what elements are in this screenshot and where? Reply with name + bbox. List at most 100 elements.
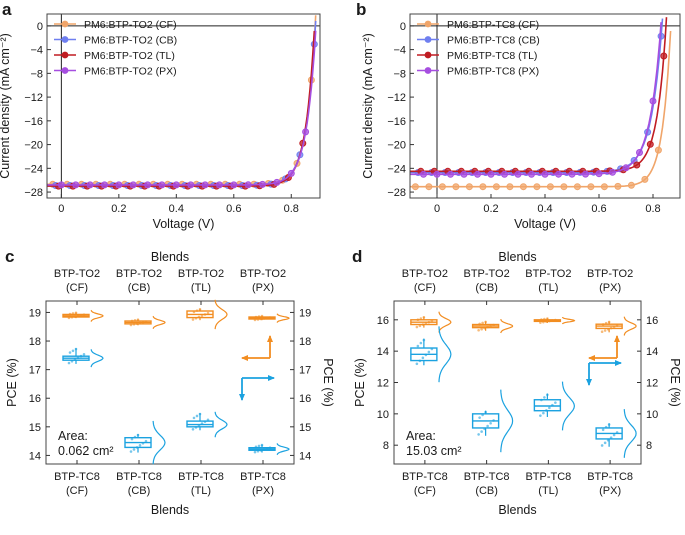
bottom-category-label: BTP-TC8: [587, 471, 633, 483]
data-point: [543, 317, 546, 321]
data-point: [195, 414, 199, 418]
data-point: [646, 140, 654, 148]
distribution-curve: [152, 420, 166, 465]
legend-entry-px: PM6:BTP-TO2 (PX): [84, 66, 177, 78]
data-point: [542, 320, 545, 324]
y-tick-label-left: 19: [29, 307, 41, 319]
data-point: [474, 170, 481, 178]
data-point: [79, 354, 83, 358]
data-point: [447, 170, 454, 178]
data-point: [195, 309, 199, 312]
legend-entry-tl: PM6:BTP-TO2 (TL): [84, 50, 175, 62]
data-point: [568, 170, 576, 178]
data-point: [136, 318, 140, 321]
data-point: [609, 436, 613, 439]
data-point: [198, 308, 202, 311]
bottom-category-sublabel: (CF): [414, 485, 436, 497]
y-tick-label: −28: [387, 187, 406, 199]
data-point: [144, 181, 152, 189]
data-point: [465, 183, 473, 191]
top-category-sublabel: (TL): [538, 282, 558, 294]
distribution-curve: [152, 315, 166, 330]
y-tick-label: −4: [393, 45, 406, 57]
data-point: [430, 319, 434, 323]
data-point: [194, 426, 198, 429]
panel-label-b: b: [356, 0, 366, 19]
data-point: [268, 316, 272, 319]
data-point: [421, 323, 425, 326]
data-point: [546, 317, 549, 320]
data-point: [452, 183, 460, 191]
y-tick-label: −8: [393, 68, 406, 80]
plot-frame: [45, 300, 295, 465]
data-point: [542, 411, 545, 415]
data-point: [273, 178, 281, 186]
data-point: [197, 315, 201, 319]
data-point: [554, 401, 557, 404]
data-point: [548, 319, 551, 323]
bottom-category-label: BTP-TC8: [54, 471, 100, 483]
top-category-label: BTP-TO2: [525, 268, 571, 280]
data-point: [433, 170, 441, 178]
data-point: [79, 313, 83, 317]
y-tick-label: 0: [400, 21, 406, 33]
x-tick-label: 0: [434, 203, 440, 215]
data-point: [172, 181, 180, 189]
data-point: [302, 128, 310, 136]
data-point: [657, 32, 665, 40]
top-category-sublabel: (CB): [475, 282, 498, 294]
data-point: [70, 315, 74, 319]
y-tick-label-left: 16: [377, 315, 389, 327]
data-point: [130, 437, 134, 441]
distribution-curve: [276, 313, 290, 323]
data-point: [135, 446, 139, 449]
x-axis-label: Voltage (V): [153, 217, 215, 231]
data-point: [614, 182, 622, 190]
data-point: [627, 181, 635, 189]
data-point: [492, 323, 495, 327]
x-tick-label: 0.2: [111, 203, 126, 215]
data-point: [540, 398, 543, 402]
data-point: [595, 170, 603, 178]
data-point: [600, 444, 604, 447]
data-point: [67, 361, 71, 365]
bottom-category-label: BTP-TC8: [402, 471, 448, 483]
data-point: [268, 446, 272, 449]
data-point: [141, 441, 145, 445]
bottom-category-sublabel: (PX): [599, 485, 621, 497]
y-tick-label-left: 12: [377, 378, 389, 390]
box-iqr: [533, 399, 562, 412]
data-point: [604, 321, 608, 325]
data-point: [203, 313, 207, 316]
data-point: [477, 433, 480, 436]
y-tick-label-right: 19: [299, 307, 311, 319]
y-tick-label: −24: [24, 163, 43, 175]
y-tick-label-right: 10: [646, 409, 658, 421]
data-point: [86, 181, 94, 189]
data-point: [259, 180, 266, 188]
data-point: [545, 320, 548, 323]
data-point: [136, 433, 140, 437]
data-point: [641, 175, 649, 183]
legend-entry-cb: PM6:BTP-TC8 (CB): [447, 35, 540, 47]
legend-swatch-marker: [424, 67, 432, 74]
y-tick-label-left: 16: [29, 393, 41, 405]
data-point: [262, 317, 266, 320]
data-point: [260, 314, 264, 318]
top-category-label: BTP-TO2: [402, 268, 448, 280]
data-point: [101, 181, 108, 189]
data-point: [612, 433, 616, 437]
data-point: [419, 317, 423, 320]
data-point: [215, 181, 223, 189]
data-point: [633, 161, 641, 169]
top-category-sublabel: (CF): [414, 282, 436, 294]
bottom-category-label: BTP-TC8: [116, 471, 162, 483]
data-point: [254, 315, 258, 319]
data-point: [203, 420, 207, 423]
y-tick-label-left: 18: [29, 336, 41, 348]
data-point: [141, 321, 145, 324]
data-point: [415, 325, 419, 329]
x-axis-label: Voltage (V): [514, 217, 576, 231]
data-point: [138, 321, 142, 325]
data-point: [546, 183, 554, 191]
